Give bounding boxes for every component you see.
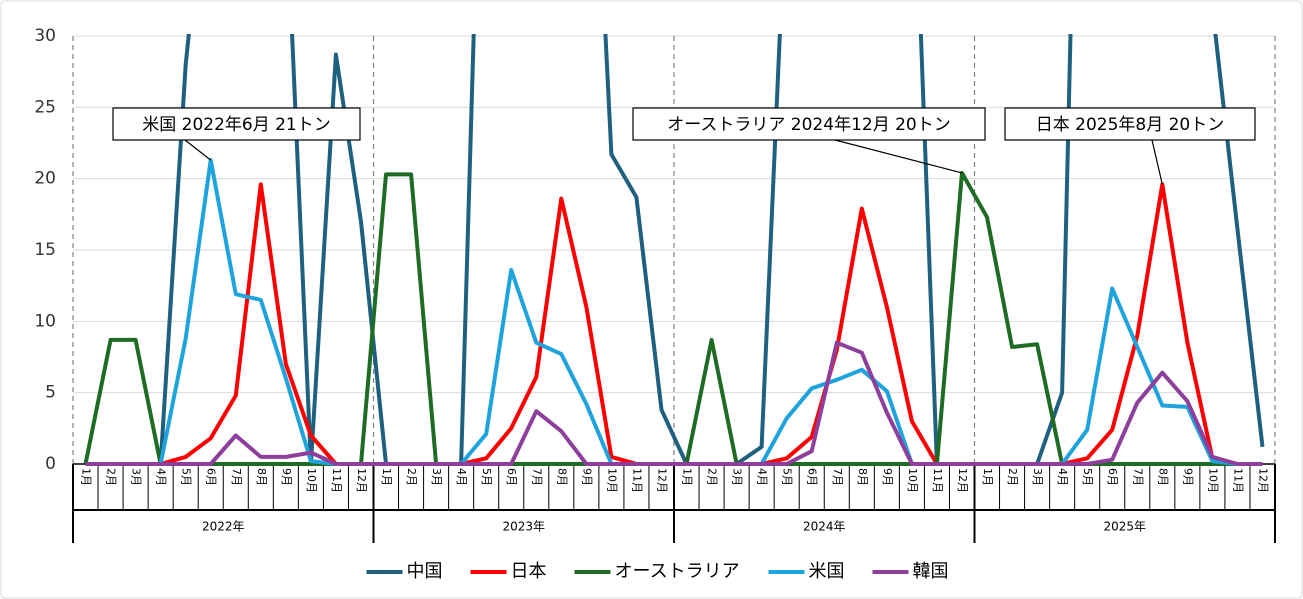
y-tick-label: 15 xyxy=(34,240,56,260)
y-tick-label: 20 xyxy=(34,169,56,189)
callout-pointer xyxy=(834,139,963,174)
x-tick-label: 2月 xyxy=(706,468,719,486)
x-tick-label: 1月 xyxy=(80,468,93,486)
series-line xyxy=(85,34,1265,466)
x-group-label: 2023年 xyxy=(502,520,545,534)
x-tick-label: 4月 xyxy=(756,468,769,486)
x-tick-label: 9月 xyxy=(1181,468,1194,486)
x-tick-label: 8月 xyxy=(255,468,268,486)
x-tick-label: 8月 xyxy=(856,468,869,486)
callout-text: オーストラリア 2024年12月 20トン xyxy=(667,115,951,135)
x-tick-label: 3月 xyxy=(731,468,744,486)
y-tick-label: 25 xyxy=(34,97,56,117)
x-tick-label: 4月 xyxy=(455,468,468,486)
x-tick-label: 11月 xyxy=(330,468,343,493)
x-tick-label: 12月 xyxy=(355,468,368,493)
series-group xyxy=(85,340,1263,466)
x-tick-label: 12月 xyxy=(655,468,668,493)
x-tick-label: 2月 xyxy=(1006,468,1019,486)
x-tick-label: 4月 xyxy=(1056,468,1069,486)
x-tick-label: 10月 xyxy=(906,468,919,493)
x-tick-label: 10月 xyxy=(305,468,318,493)
x-tick-label: 5月 xyxy=(480,468,493,486)
callout-pointer xyxy=(184,139,212,161)
x-tick-label: 1月 xyxy=(981,468,994,486)
x-tick-label: 6月 xyxy=(806,468,819,486)
x-group-label: 2024年 xyxy=(803,520,846,534)
x-tick-label: 3月 xyxy=(430,468,443,486)
x-tick-label: 9月 xyxy=(580,468,593,486)
x-tick-label: 5月 xyxy=(1081,468,1094,486)
x-tick-label: 8月 xyxy=(555,468,568,486)
x-group-label: 2025年 xyxy=(1103,520,1146,534)
callout-text: 日本 2025年8月 20トン xyxy=(1036,115,1225,135)
x-tick-label: 11月 xyxy=(630,468,643,493)
legend-label: 中国 xyxy=(407,561,443,582)
y-tick-label: 5 xyxy=(45,383,56,403)
x-tick-label: 4月 xyxy=(155,468,168,486)
x-tick-label: 5月 xyxy=(781,468,794,486)
x-tick-label: 7月 xyxy=(831,468,844,486)
x-tick-label: 3月 xyxy=(1031,468,1044,486)
x-tick-label: 7月 xyxy=(1131,468,1144,486)
callout-box xyxy=(112,107,361,141)
callout-pointer xyxy=(1151,139,1163,185)
legend-label: オーストラリア xyxy=(615,561,740,582)
callout-box xyxy=(1004,107,1256,141)
y-tick-label: 0 xyxy=(45,454,56,474)
callout-box xyxy=(632,107,986,141)
x-tick-label: 6月 xyxy=(205,468,218,486)
x-tick-label: 2月 xyxy=(105,468,118,486)
legend-label: 米国 xyxy=(809,561,845,582)
x-tick-label: 6月 xyxy=(505,468,518,486)
legend-label: 韓国 xyxy=(913,561,949,582)
series-line xyxy=(85,340,1263,466)
x-tick-label: 9月 xyxy=(280,468,293,486)
x-tick-label: 7月 xyxy=(230,468,243,486)
x-tick-label: 2月 xyxy=(405,468,418,486)
y-tick-label: 10 xyxy=(34,311,56,331)
x-group-label: 2022年 xyxy=(202,520,245,534)
x-tick-label: 7月 xyxy=(530,468,543,486)
x-tick-label: 3月 xyxy=(130,468,143,486)
y-tick-label: 30 xyxy=(34,26,56,46)
x-tick-label: 12月 xyxy=(956,468,969,493)
x-tick-label: 6月 xyxy=(1106,468,1119,486)
legend-label: 日本 xyxy=(511,561,547,582)
x-tick-label: 1月 xyxy=(681,468,694,486)
x-tick-label: 10月 xyxy=(1206,468,1219,493)
x-tick-label: 8月 xyxy=(1156,468,1169,486)
x-tick-label: 10月 xyxy=(605,468,618,493)
callout-text: 米国 2022年6月 21トン xyxy=(142,115,331,135)
x-tick-label: 11月 xyxy=(931,468,944,493)
x-tick-label: 9月 xyxy=(881,468,894,486)
series-group xyxy=(85,34,1265,466)
x-tick-label: 11月 xyxy=(1231,468,1244,493)
x-tick-label: 1月 xyxy=(380,468,393,486)
x-tick-label: 12月 xyxy=(1256,468,1269,493)
x-tick-label: 5月 xyxy=(180,468,193,486)
